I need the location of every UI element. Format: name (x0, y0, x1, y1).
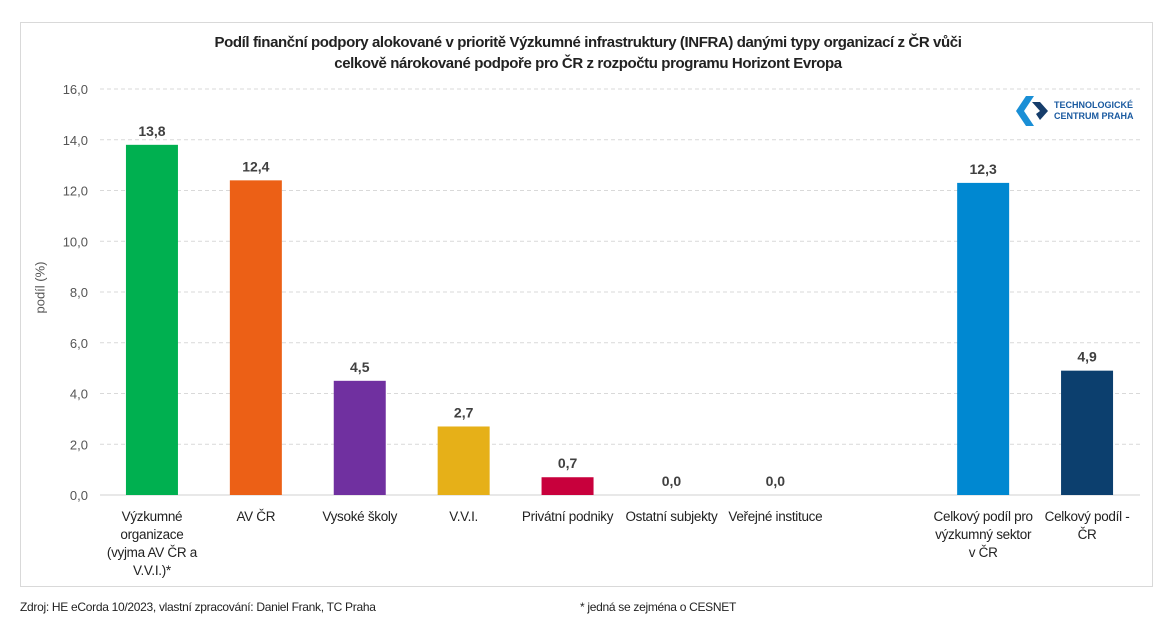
data-label: 4,5 (350, 359, 370, 375)
chart-frame (20, 22, 1153, 587)
y-tick-label: 0,0 (70, 488, 88, 503)
data-label: 0,7 (558, 455, 578, 471)
y-tick-label: 12,0 (63, 184, 88, 199)
bar (229, 180, 282, 495)
logo-icon (1016, 96, 1048, 126)
y-axis-label: podíl (%) (32, 261, 48, 314)
bar (541, 477, 594, 495)
bar (437, 426, 490, 495)
x-category-label: Privátní podniky (521, 509, 614, 524)
x-category-label: Výzkumné organizace (vyjma AV ČR a V.V.I… (106, 509, 197, 578)
data-label: 4,9 (1077, 349, 1097, 365)
data-label: 13,8 (138, 123, 165, 139)
y-tick-label: 4,0 (70, 387, 88, 402)
source-note: Zdroj: HE eCorda 10/2023, vlastní zpraco… (20, 600, 376, 614)
data-label: 0,0 (766, 473, 786, 489)
x-category-label: AV ČR (236, 509, 276, 524)
x-category-label: Veřejné instituce (728, 509, 823, 524)
y-tick-label: 10,0 (63, 234, 88, 249)
data-label: 0,0 (662, 473, 682, 489)
logo: TECHNOLOGICKÉ CENTRUM PRAHA (1016, 94, 1134, 128)
title-line-1: Podíl finanční podpory alokované v prior… (214, 34, 962, 51)
bar (125, 144, 178, 495)
y-tick-label: 8,0 (70, 285, 88, 300)
x-category-label: Vysoké školy (322, 509, 398, 524)
title-line-2: celkově nárokované podpoře pro ČR z rozp… (334, 55, 842, 72)
chart-title: Podíl finanční podpory alokované v prior… (0, 32, 1176, 74)
y-tick-label: 16,0 (63, 82, 88, 97)
x-category-label: V.V.I. (449, 509, 478, 524)
logo-text-1: TECHNOLOGICKÉ (1054, 100, 1134, 110)
y-tick-label: 2,0 (70, 437, 88, 452)
y-tick-label: 6,0 (70, 336, 88, 351)
bar (333, 380, 386, 495)
x-category-label: Celkový podíl pro výzkumný sektor v ČR (933, 509, 1034, 560)
footnote: * jedná se zejména o CESNET (580, 600, 736, 614)
x-category-label: Celkový podíl - ČR (1044, 509, 1130, 542)
data-label: 12,3 (970, 161, 997, 177)
data-label: 2,7 (454, 404, 474, 420)
bar (957, 182, 1010, 495)
bar (1061, 370, 1114, 495)
data-label: 12,4 (242, 158, 269, 174)
x-category-label: Ostatní subjekty (625, 509, 718, 524)
logo-text-2: CENTRUM PRAHA (1054, 111, 1134, 121)
y-tick-label: 14,0 (63, 133, 88, 148)
